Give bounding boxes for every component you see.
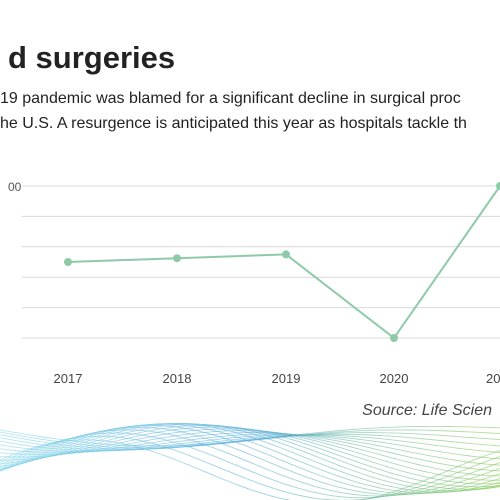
- x-tick-label: 2019: [272, 371, 301, 386]
- x-tick-label: 20: [486, 371, 500, 386]
- wave-line: [0, 432, 500, 499]
- wave-line: [0, 424, 500, 488]
- y-axis-tick-labels: 00: [8, 180, 22, 194]
- x-tick-label: 2018: [163, 371, 192, 386]
- data-point: [390, 334, 398, 342]
- source-note: Source: Life Scien: [362, 402, 492, 419]
- decorative-wave-graphic: [0, 422, 500, 500]
- wave-line: [0, 423, 500, 490]
- wave-lines: [0, 422, 500, 500]
- wave-line: [0, 435, 500, 500]
- chart-series: [64, 182, 500, 342]
- subtitle-line-2: he U.S. A resurgence is anticipated this…: [0, 115, 467, 132]
- data-point: [282, 250, 290, 259]
- data-point: [496, 182, 500, 190]
- subtitle-line-1: 19 pandemic was blamed for a significant…: [0, 90, 461, 107]
- y-tick-label: 00: [8, 180, 22, 194]
- chart-grid: [22, 185, 500, 339]
- data-point: [64, 258, 72, 266]
- wave-line: [0, 426, 500, 485]
- x-axis-tick-labels: 2017 2018 2019 2020 20: [54, 371, 500, 386]
- data-point: [173, 254, 181, 263]
- wave-line: [0, 429, 500, 497]
- wave-line: [0, 439, 500, 500]
- series-line: [67, 185, 500, 340]
- x-tick-label: 2017: [54, 371, 83, 386]
- x-tick-label: 2020: [380, 371, 409, 386]
- chart-subtitle: 19 pandemic was blamed for a significant…: [0, 86, 467, 136]
- wave-line: [0, 424, 500, 495]
- wave-line: [0, 432, 500, 472]
- chart-title: d surgeries: [8, 40, 176, 75]
- line-chart: 00 2017 2018 2019 2020 20: [8, 180, 500, 386]
